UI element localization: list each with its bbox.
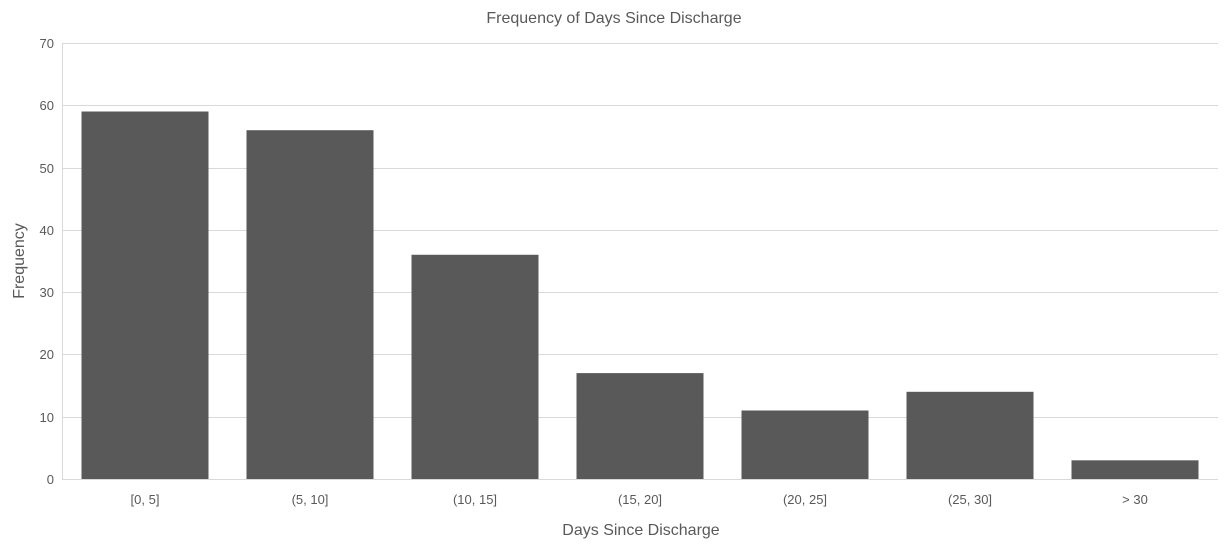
x-tick-label: (15, 20]	[618, 492, 662, 507]
y-axis-title: Frequency	[11, 223, 28, 299]
x-tick-label: (5, 10]	[292, 492, 329, 507]
x-tick-label: (25, 30]	[948, 492, 992, 507]
y-tick-label: 30	[40, 285, 54, 300]
bar	[81, 111, 209, 479]
x-axis-title: Days Since Discharge	[562, 522, 720, 539]
bar	[906, 391, 1034, 479]
y-tick-label: 20	[40, 347, 54, 362]
x-tick-label: > 30	[1122, 492, 1148, 507]
x-tick-label: (10, 15]	[453, 492, 497, 507]
x-tick-label: [0, 5]	[131, 492, 160, 507]
x-axis-tick-labels: [0, 5] (5, 10] (10, 15] (15, 20] (20, 25] (25…	[131, 492, 1148, 507]
bar	[1071, 460, 1199, 479]
bars	[81, 111, 1199, 479]
bar	[411, 254, 539, 479]
y-axis-tick-labels: 0 10 20 30 40 50 60 70	[40, 36, 54, 487]
y-tick-label: 40	[40, 223, 54, 238]
bar	[741, 410, 869, 479]
chart-title: Frequency of Days Since Discharge	[486, 10, 741, 27]
bar	[576, 373, 704, 479]
y-tick-label: 0	[47, 472, 54, 487]
bar	[246, 130, 374, 479]
y-tick-label: 50	[40, 161, 54, 176]
y-tick-label: 70	[40, 36, 54, 51]
x-tick-label: (20, 25]	[783, 492, 827, 507]
y-tick-label: 10	[40, 410, 54, 425]
y-tick-label: 60	[40, 98, 54, 113]
